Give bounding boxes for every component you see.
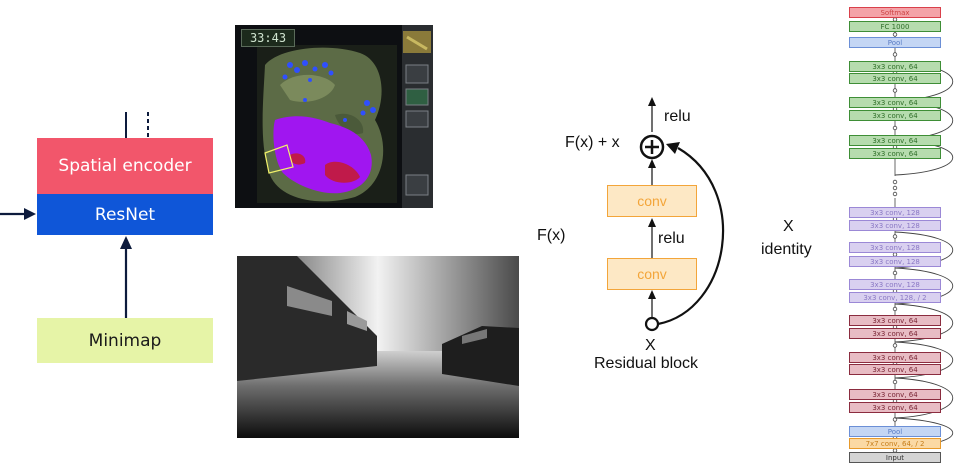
stack-junction: [892, 125, 898, 131]
spatial-encoder-label: Spatial encoder: [58, 156, 192, 176]
stack-layer-bottom-2: 3x3 conv, 128: [849, 242, 941, 253]
stack-junction: [892, 270, 898, 276]
stack-ellipsis-dot: [892, 179, 898, 185]
stack-layer-top-3: 3x3 conv, 64: [849, 61, 941, 72]
stack-layer-bottom-8: 3x3 conv, 64: [849, 352, 941, 363]
stack-layer-top-7: 3x3 conv, 64: [849, 135, 941, 146]
game-timer: 33:43: [241, 29, 295, 47]
conv-bottom-box: conv: [607, 258, 697, 290]
minimap-block: Minimap: [37, 318, 213, 363]
stack-layer-bottom-13: 7x7 conv, 64, / 2: [849, 438, 941, 449]
residual-block-diagram: [639, 97, 725, 332]
resnet-label: ResNet: [94, 204, 156, 225]
stack-layer-bottom-14: Input: [849, 452, 941, 463]
stack-junction: [892, 32, 898, 37]
minimap-label: Minimap: [88, 330, 162, 351]
stack-junction: [892, 379, 898, 385]
stack-layer-bottom-12: Pool: [849, 426, 941, 437]
stack-layer-top-8: 3x3 conv, 64: [849, 148, 941, 159]
depth-image: [237, 256, 519, 438]
identity-x-label: X: [783, 218, 794, 235]
stack-layer-bottom-6: 3x3 conv, 64: [849, 315, 941, 326]
game-map-image: [235, 25, 433, 208]
mid-relu-label: relu: [658, 230, 685, 247]
stack-layer-bottom-11: 3x3 conv, 64: [849, 402, 941, 413]
skip-connection: [657, 147, 725, 326]
input-node: [644, 316, 660, 332]
fx-label: F(x): [537, 227, 566, 244]
stack-ellipsis-dot: [892, 185, 898, 191]
resnet-block: ResNet: [37, 194, 213, 235]
stack-layer-bottom-1: 3x3 conv, 128: [849, 220, 941, 231]
stack-layer-bottom-3: 3x3 conv, 128: [849, 256, 941, 267]
stack-layer-bottom-10: 3x3 conv, 64: [849, 389, 941, 400]
stack-layer-top-6: 3x3 conv, 64: [849, 110, 941, 121]
identity-label: identity: [761, 241, 812, 258]
stack-ellipsis-dot: [892, 191, 898, 197]
sum-label: F(x) + x: [565, 134, 620, 151]
stack-layer-top-0: Softmax: [849, 7, 941, 18]
stack-layer-top-2: Pool: [849, 37, 941, 48]
stack-layer-bottom-9: 3x3 conv, 64: [849, 364, 941, 375]
encoder-connectors: [0, 112, 149, 318]
top-relu-label: relu: [664, 108, 691, 125]
stack-layer-top-1: FC 1000: [849, 21, 941, 32]
stack-layer-bottom-0: 3x3 conv, 128: [849, 207, 941, 218]
stack-layer-bottom-5: 3x3 conv, 128, / 2: [849, 292, 941, 303]
conv-top-label: conv: [637, 193, 667, 209]
stack-layer-bottom-4: 3x3 conv, 128: [849, 279, 941, 290]
stack-layer-top-5: 3x3 conv, 64: [849, 97, 941, 108]
output-arrow-head: [648, 97, 656, 106]
stack-junction: [892, 52, 898, 57]
stack-junction: [892, 234, 898, 239]
stack-skip-arc: [894, 377, 954, 419]
residual-block-title: Residual block: [594, 355, 699, 372]
stack-layer-top-4: 3x3 conv, 64: [849, 73, 941, 84]
x-label: X: [645, 337, 656, 354]
depth-render: [237, 256, 519, 438]
stack-junction: [892, 343, 898, 348]
stack-junction: [892, 88, 898, 93]
conv-top-box: conv: [607, 185, 697, 217]
stack-layer-bottom-7: 3x3 conv, 64: [849, 328, 941, 339]
spatial-encoder-block: Spatial encoder: [37, 138, 213, 194]
left-arrow-head: [24, 208, 36, 220]
skip-arrow-head: [666, 142, 680, 154]
stack-skip-arc: [894, 303, 954, 343]
conv-bottom-label: conv: [637, 266, 667, 282]
minimap-arrow-head: [120, 236, 132, 249]
stack-skip-arc: [894, 341, 954, 379]
stack-junction: [892, 306, 898, 312]
game-minimap-screenshot: 33:43: [235, 25, 433, 208]
